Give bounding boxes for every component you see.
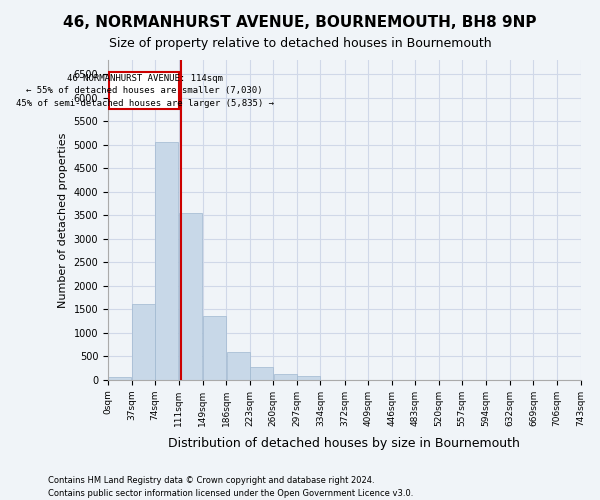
Text: Contains HM Land Registry data © Crown copyright and database right 2024.: Contains HM Land Registry data © Crown c…: [48, 476, 374, 485]
Y-axis label: Number of detached properties: Number of detached properties: [58, 132, 68, 308]
Bar: [203, 316, 226, 380]
FancyBboxPatch shape: [109, 72, 179, 110]
X-axis label: Distribution of detached houses by size in Bournemouth: Distribution of detached houses by size …: [169, 437, 520, 450]
Bar: [227, 352, 250, 380]
Text: Size of property relative to detached houses in Bournemouth: Size of property relative to detached ho…: [109, 38, 491, 51]
Bar: [179, 213, 202, 380]
Text: 46, NORMANHURST AVENUE, BOURNEMOUTH, BH8 9NP: 46, NORMANHURST AVENUE, BOURNEMOUTH, BH8…: [63, 15, 537, 30]
Bar: [155, 142, 178, 380]
Text: Contains public sector information licensed under the Open Government Licence v3: Contains public sector information licen…: [48, 488, 413, 498]
Bar: [250, 367, 273, 380]
Text: 46 NORMANHURST AVENUE: 114sqm
← 55% of detached houses are smaller (7,030)
45% o: 46 NORMANHURST AVENUE: 114sqm ← 55% of d…: [16, 74, 274, 108]
Bar: [297, 376, 320, 380]
Bar: [109, 378, 131, 380]
Bar: [274, 374, 296, 380]
Bar: [132, 304, 155, 380]
